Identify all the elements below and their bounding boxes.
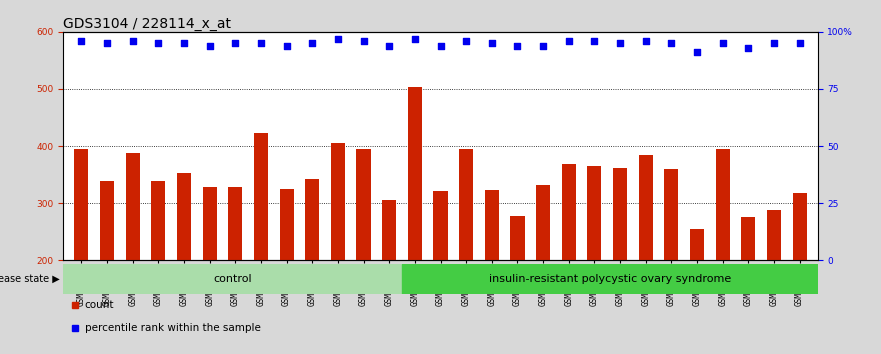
Point <box>639 38 653 44</box>
Point <box>408 36 422 41</box>
Point <box>588 38 602 44</box>
Bar <box>613 168 627 260</box>
Point <box>767 40 781 46</box>
Point <box>536 43 550 48</box>
Bar <box>562 164 576 260</box>
Text: control: control <box>213 274 252 284</box>
Bar <box>402 264 818 294</box>
Point <box>100 40 114 46</box>
Point <box>279 43 293 48</box>
Point <box>690 50 704 55</box>
Bar <box>664 169 678 260</box>
Point <box>485 40 499 46</box>
Point <box>228 40 242 46</box>
Bar <box>485 190 499 260</box>
Point <box>74 38 88 44</box>
Point <box>793 40 807 46</box>
Bar <box>279 189 293 260</box>
Bar <box>63 264 402 294</box>
Bar <box>152 181 166 260</box>
Point <box>177 40 191 46</box>
Point <box>203 43 217 48</box>
Point <box>562 38 576 44</box>
Bar <box>126 153 140 260</box>
Bar <box>100 181 115 260</box>
Point <box>433 43 448 48</box>
Bar <box>74 149 88 260</box>
Bar <box>331 143 345 260</box>
Point <box>331 36 345 41</box>
Point <box>664 40 678 46</box>
Point <box>357 38 371 44</box>
Bar <box>203 187 217 260</box>
Bar <box>766 210 781 260</box>
Bar <box>588 166 602 260</box>
Bar <box>690 229 704 260</box>
Bar <box>382 200 396 260</box>
Bar <box>510 216 524 260</box>
Text: count: count <box>85 300 114 310</box>
Point <box>715 40 729 46</box>
Point <box>510 43 524 48</box>
Text: GDS3104 / 228114_x_at: GDS3104 / 228114_x_at <box>63 17 232 31</box>
Text: percentile rank within the sample: percentile rank within the sample <box>85 323 261 333</box>
Bar <box>715 149 729 260</box>
Bar <box>639 155 653 260</box>
Point <box>613 40 627 46</box>
Bar <box>741 217 755 260</box>
Bar <box>536 185 550 260</box>
Point <box>382 43 396 48</box>
Text: disease state ▶: disease state ▶ <box>0 274 60 284</box>
Point <box>254 40 268 46</box>
Point <box>741 45 755 51</box>
Bar <box>305 179 319 260</box>
Point <box>126 38 140 44</box>
Bar <box>357 149 371 260</box>
Point <box>459 38 473 44</box>
Bar <box>793 193 807 260</box>
Text: insulin-resistant polycystic ovary syndrome: insulin-resistant polycystic ovary syndr… <box>489 274 731 284</box>
Point <box>152 40 166 46</box>
Point <box>305 40 319 46</box>
Bar <box>177 173 191 260</box>
Bar <box>433 190 448 260</box>
Bar <box>228 187 242 260</box>
Bar <box>408 87 422 260</box>
Bar <box>254 133 268 260</box>
Bar <box>459 149 473 260</box>
